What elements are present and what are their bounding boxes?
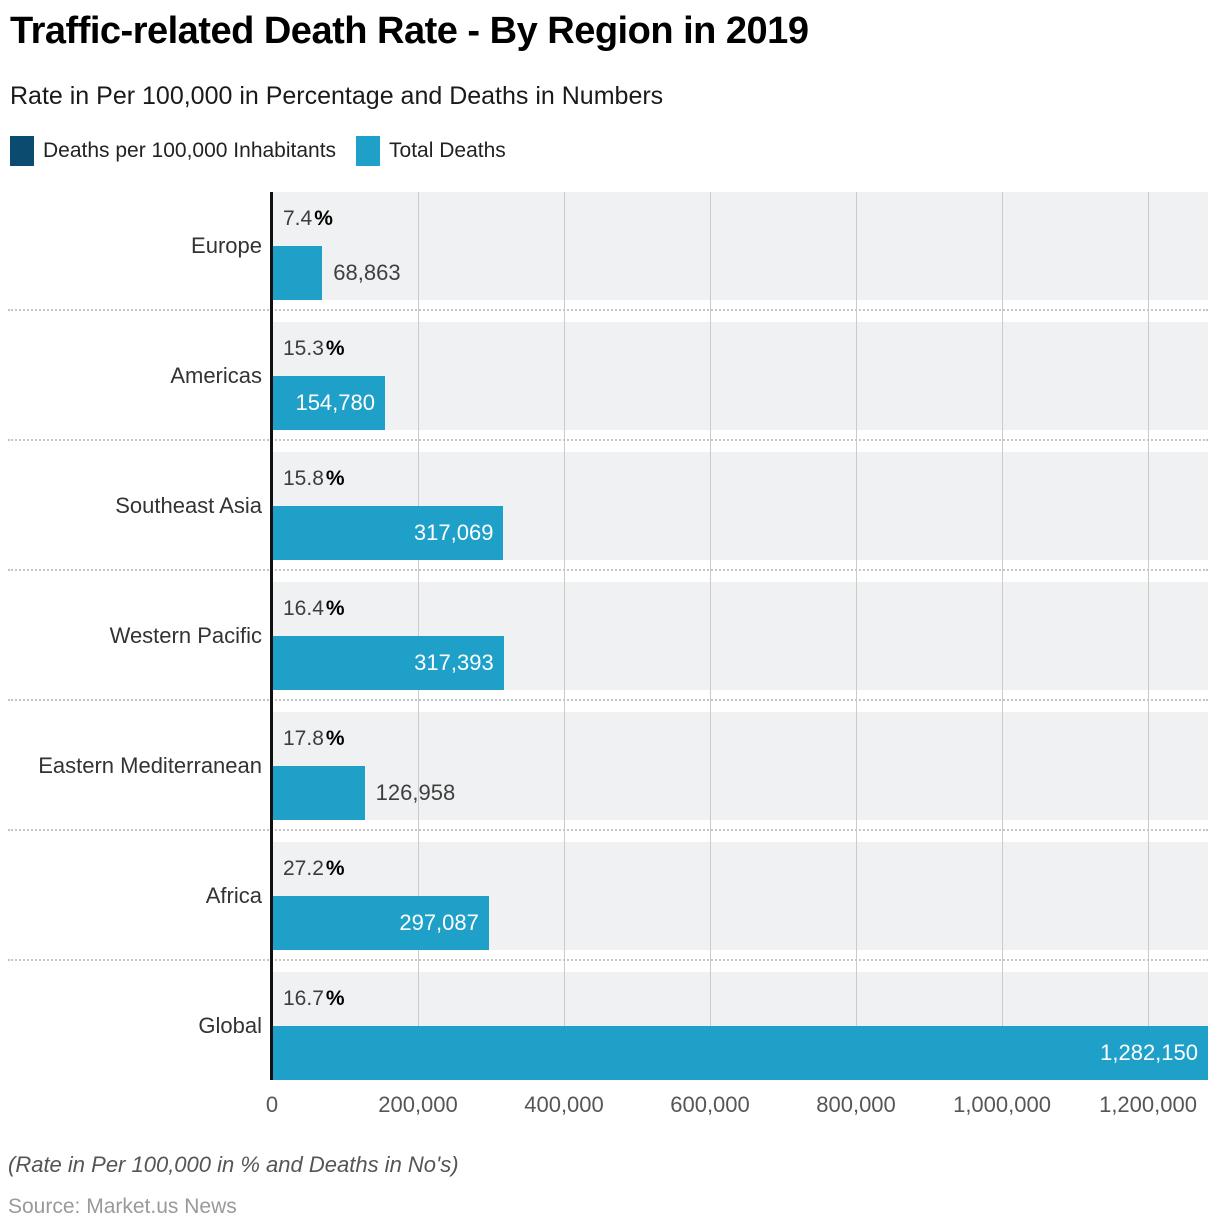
- source-credit: Source: Market.us News: [8, 1195, 237, 1218]
- legend-swatch-cyan: [356, 136, 381, 166]
- total-deaths-bar: [272, 766, 365, 820]
- deaths-value-label: 317,069: [413, 520, 494, 545]
- percent-sign: %: [325, 857, 345, 880]
- category-label: Global: [198, 1013, 262, 1038]
- percent-sign: %: [325, 337, 345, 360]
- total-deaths-bar: [272, 246, 323, 300]
- rate-number: 7.4: [283, 207, 313, 230]
- legend-item-1: Total Deaths: [356, 136, 506, 166]
- rate-number: 15.3: [283, 337, 324, 360]
- row-separator: [8, 439, 1208, 441]
- rate-value-label: 17.8%: [283, 712, 345, 766]
- x-tick-label: 600,000: [670, 1092, 750, 1117]
- deaths-value-label: 68,863: [333, 260, 401, 285]
- total-deaths-bar: 317,393: [272, 636, 504, 690]
- rate-number: 17.8: [283, 727, 324, 750]
- x-tick-label: 200,000: [378, 1092, 458, 1117]
- row-separator: [8, 569, 1208, 571]
- rate-number: 16.7: [283, 987, 324, 1010]
- legend-item-0: Deaths per 100,000 Inhabitants: [10, 136, 336, 166]
- deaths-value-label: 154,780: [295, 390, 375, 415]
- x-tick-label: 400,000: [524, 1092, 604, 1117]
- rate-number: 27.2: [283, 857, 324, 880]
- percent-sign: %: [325, 727, 345, 750]
- percent-sign: %: [314, 207, 333, 230]
- rate-value-label: 15.8%: [283, 452, 345, 506]
- y-axis-line: [270, 192, 273, 1080]
- legend-swatch-navy: [10, 136, 34, 166]
- legend: Deaths per 100,000 Inhabitants Total Deat…: [10, 136, 506, 166]
- x-tick-label: 800,000: [816, 1092, 896, 1117]
- gridline: [856, 192, 858, 1080]
- rate-value-label: 27.2%: [283, 842, 345, 896]
- legend-label: Deaths per 100,000 Inhabitants: [43, 139, 337, 162]
- rate-value-label: 16.4%: [283, 582, 345, 636]
- row-separator: [8, 309, 1208, 311]
- deaths-value-label: 317,393: [414, 650, 494, 675]
- rate-value-label: 7.4%: [283, 192, 333, 246]
- percent-sign: %: [325, 987, 345, 1010]
- x-tick-label: 1,200,000: [1099, 1092, 1197, 1117]
- gridline: [564, 192, 565, 1080]
- gridline: [710, 192, 711, 1080]
- category-band: [272, 322, 1208, 430]
- row-separator: [8, 959, 1208, 961]
- rate-value-label: 15.3%: [283, 322, 345, 376]
- row-separator: [8, 699, 1208, 701]
- category-label: Africa: [205, 883, 262, 908]
- rate-number: 15.8: [283, 467, 324, 490]
- deaths-value-label: 1,282,150: [1100, 1040, 1198, 1065]
- rate-number: 16.4: [283, 597, 324, 620]
- category-label: Southeast Asia: [115, 493, 262, 518]
- x-tick-label: 1,000,000: [953, 1092, 1051, 1117]
- category-label: Americas: [170, 363, 262, 388]
- percent-sign: %: [325, 467, 345, 490]
- chart-title: Traffic-related Death Rate - By Region i…: [10, 10, 809, 52]
- chart-subtitle: Rate in Per 100,000 in Percentage and De…: [10, 82, 664, 110]
- gridline: [1148, 192, 1150, 1080]
- x-tick-label: 0: [265, 1092, 279, 1117]
- category-band: [272, 192, 1208, 300]
- category-label: Eastern Mediterranean: [38, 753, 262, 778]
- category-label: Western Pacific: [109, 623, 262, 648]
- gridline: [1002, 192, 1004, 1080]
- total-deaths-bar: 154,780: [272, 376, 385, 430]
- total-deaths-bar: 317,069: [272, 506, 504, 560]
- row-separator: [8, 829, 1208, 831]
- category-band: [272, 712, 1208, 820]
- deaths-value-label: 297,087: [399, 910, 479, 935]
- legend-label: Total Deaths: [389, 139, 506, 162]
- deaths-value-label: 126,958: [375, 780, 456, 805]
- category-label: Europe: [191, 233, 262, 258]
- footnote: (Rate in Per 100,000 in % and Deaths in …: [8, 1152, 459, 1177]
- total-deaths-bar: 297,087: [272, 896, 489, 950]
- rate-value-label: 16.7%: [283, 972, 345, 1026]
- total-deaths-bar: 1,282,150: [272, 1026, 1208, 1080]
- percent-sign: %: [325, 597, 345, 620]
